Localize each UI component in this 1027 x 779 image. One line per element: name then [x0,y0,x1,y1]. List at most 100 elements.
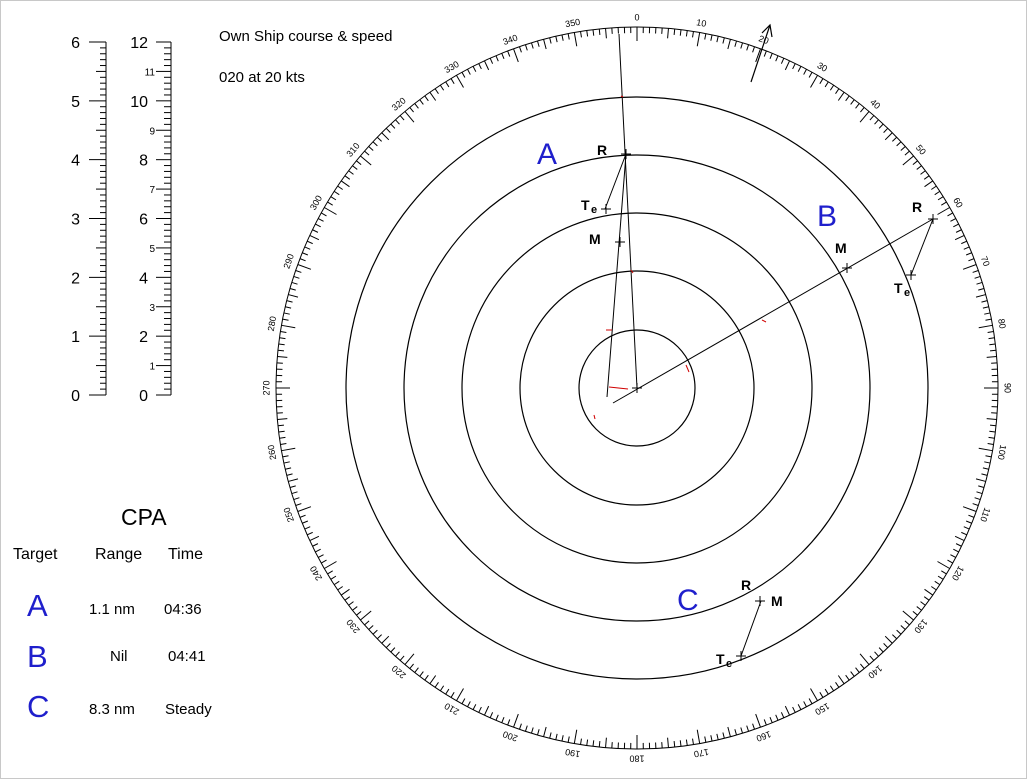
bearing-tick [291,281,298,285]
bearing-tick [282,318,289,321]
bearing-tick [859,111,870,123]
bearing-tick [277,349,284,352]
bearing-tick [950,218,956,222]
bearing-tick [679,740,682,747]
bearing-tick [797,66,802,72]
target-b-r-label: R [912,199,922,215]
bearing-tick [404,653,415,665]
bearing-tick [984,312,991,315]
bearing-label: 190 [564,747,581,759]
bearing-tick [981,300,988,303]
target-c-r-label: R [741,577,751,593]
bearing-tick [884,635,893,644]
bearing-label: 340 [501,32,519,47]
bearing-tick [937,561,950,569]
bearing-tick [318,218,324,222]
bearing-tick [792,63,796,70]
target-c-te-label-sub: e [726,658,732,670]
bearing-tick [395,651,400,657]
bearing-tick [483,60,490,71]
target-c-m-label: M [771,593,783,609]
red-construction-mark [761,319,767,323]
target-a-bearing-line [618,33,638,389]
target-a-label: A [537,138,557,171]
bearing-tick [961,531,967,536]
bearing-tick [598,741,601,748]
bearing-tick [399,655,405,661]
bearing-tick [302,520,309,524]
bearing-tick [931,586,937,591]
bearing-tick [340,588,350,596]
bearing-tick [727,726,731,737]
bearing-tick [673,741,676,748]
cpa-row-a-target: A [27,588,48,623]
bearing-label: 290 [281,252,296,270]
bearing-tick [780,58,785,64]
bearing-tick [283,312,290,315]
bearing-tick [937,575,944,580]
bearing-tick [285,306,292,309]
right-scale-minor-label: 5 [149,244,155,255]
bearing-tick [280,443,287,445]
bearing-label: 100 [996,444,1008,461]
bearing-tick [923,175,930,180]
bearing-tick [746,725,750,732]
bearing-label: 60 [951,196,965,210]
bearing-tick [837,91,845,101]
bearing-tick [592,740,595,747]
bearing-tick [518,723,522,730]
bearing-tick [360,610,372,621]
bearing-tick [692,31,694,38]
bearing-tick [755,713,761,728]
bearing-tick [372,629,378,635]
bearing-tick [439,685,445,692]
bearing-tick [327,570,333,575]
bearing-tick [896,629,902,635]
bearing-tick [855,667,860,673]
bearing-tick [685,30,688,37]
bearing-tick [916,165,922,170]
bearing-tick [904,620,910,626]
bearing-tick [912,611,918,616]
bearing-tick [291,491,298,495]
bearing-tick [920,170,926,175]
bearing-tick [963,246,970,250]
bearing-tick [445,688,450,695]
bearing-tick [434,682,439,688]
bearing-tick [716,733,719,740]
bearing-tick [524,725,528,732]
bearing-tick [307,240,313,245]
bearing-tick [769,53,773,60]
bearing-tick [381,132,390,141]
bearing-tick [289,485,296,488]
bearing-tick [321,212,327,217]
target-b-label: B [817,200,837,233]
bearing-tick [923,596,930,601]
bearing-tick [424,674,429,681]
target-c-label: C [677,584,699,617]
bearing-tick [390,123,396,129]
bearing-tick [874,119,879,125]
bearing-tick [835,682,840,688]
bearing-tick [740,42,744,49]
bearing-tick [955,229,962,233]
range-ring [578,329,696,447]
bearing-tick [489,58,494,64]
bearing-tick [330,196,337,201]
bearing-tick [456,75,464,88]
red-construction-mark [593,414,596,420]
target-b-te-label-main: T [894,280,903,296]
bearing-tick [592,29,595,36]
bearing-tick [803,69,807,75]
bearing-tick [965,520,972,524]
bearing-tick [288,478,299,482]
bearing-tick [978,447,993,452]
bearing-tick [819,78,824,84]
bearing-tick [797,704,802,710]
bearing-tick [567,33,570,40]
bearing-tick [667,737,669,748]
bearing-label: 140 [866,663,884,680]
bearing-tick [327,201,333,206]
bearing-tick [348,601,354,606]
bearing-tick [990,349,997,352]
